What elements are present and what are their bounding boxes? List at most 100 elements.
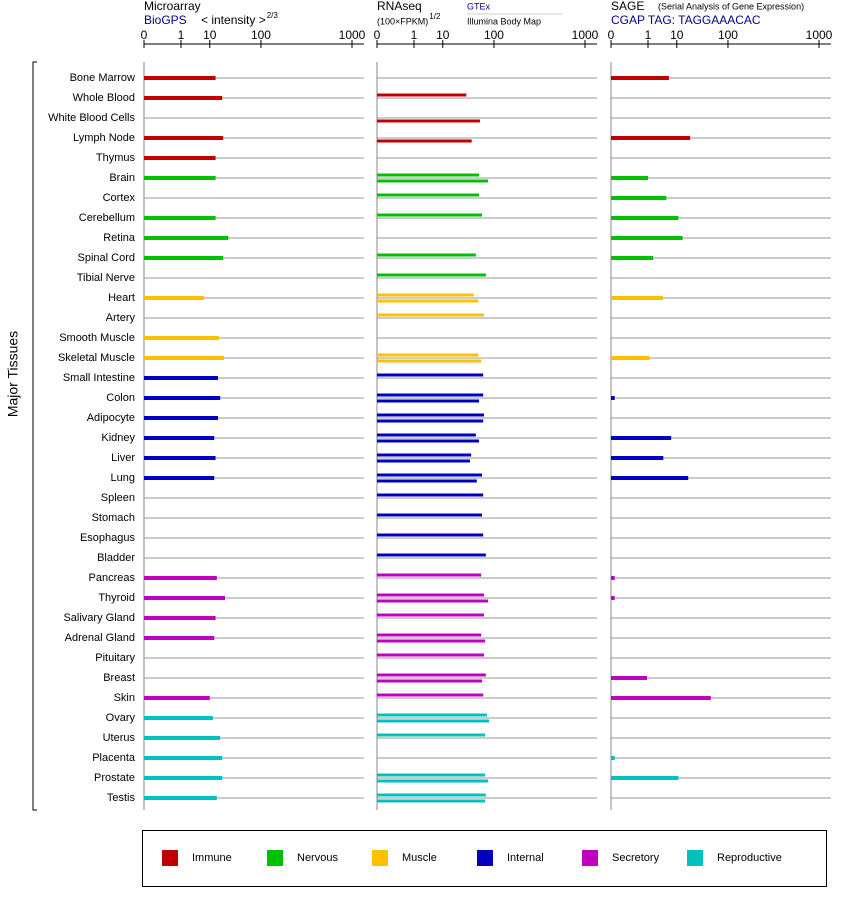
tissue-label: Pancreas	[89, 572, 136, 584]
bar	[144, 636, 215, 640]
x-tick-label: 0	[608, 28, 615, 42]
bar	[144, 76, 216, 80]
x-tick-label: 100	[484, 28, 504, 42]
bar	[144, 356, 225, 360]
bar	[377, 693, 484, 697]
bar	[377, 679, 483, 683]
bar	[144, 776, 223, 780]
bar	[377, 273, 486, 277]
bar	[144, 376, 218, 380]
x-tick-label: 0	[374, 28, 381, 42]
bar	[144, 296, 205, 300]
tissue-label: Spinal Cord	[78, 252, 135, 264]
tissue-label: Bladder	[97, 552, 135, 564]
x-tick-label: 100	[251, 28, 271, 42]
bar	[377, 419, 484, 423]
tissue-label: Retina	[103, 232, 136, 244]
bar	[377, 373, 484, 377]
bar	[377, 793, 486, 797]
bar	[611, 756, 615, 760]
series-name: GTEx	[467, 1, 491, 11]
bar	[377, 719, 489, 723]
bar	[377, 179, 488, 183]
panel-title: SAGE	[611, 0, 644, 13]
bar	[144, 436, 215, 440]
bracket	[32, 61, 37, 811]
bar	[611, 176, 648, 180]
bar	[377, 473, 483, 477]
bar	[377, 573, 482, 577]
bar	[611, 136, 691, 140]
bar	[377, 459, 471, 463]
tissue-label: Bone Marrow	[70, 72, 135, 84]
bar	[144, 576, 217, 580]
tissue-label: Spleen	[101, 492, 135, 504]
legend-swatch	[687, 850, 703, 866]
x-tick-label: 10	[670, 28, 684, 42]
bar	[144, 456, 216, 460]
legend-label: Secretory	[612, 852, 660, 864]
x-tick-label: 1	[411, 28, 418, 42]
tissue-label: Esophagus	[80, 532, 136, 544]
bar	[144, 796, 217, 800]
bar	[377, 93, 467, 97]
bar	[377, 479, 477, 483]
tissue-label: Artery	[106, 312, 136, 324]
x-axis-label: (100×FPKM)	[377, 16, 428, 26]
tissue-label: Liver	[111, 452, 135, 464]
tissue-label: Uterus	[103, 732, 136, 744]
x-tick-label: 10	[436, 28, 450, 42]
bar	[377, 779, 488, 783]
tissue-label: Brain	[109, 172, 135, 184]
bar	[611, 356, 650, 360]
x-axis-exponent: 2/3	[267, 11, 279, 20]
tissue-label: Thymus	[96, 152, 136, 164]
bar	[377, 299, 479, 303]
bar	[611, 236, 683, 240]
bar	[144, 396, 221, 400]
bar	[611, 456, 664, 460]
legend-box	[142, 830, 827, 887]
legend-swatch	[582, 850, 598, 866]
bar	[611, 436, 672, 440]
bar	[377, 313, 484, 317]
bar	[377, 613, 484, 617]
y-axis-label: Major Tissues	[5, 331, 21, 417]
tissue-label: Adipocyte	[87, 412, 135, 424]
tissue-label: Ovary	[106, 712, 136, 724]
bar	[377, 493, 484, 497]
x-tick-label: 1000	[339, 28, 366, 42]
tissue-label: Lung	[111, 472, 135, 484]
x-tick-label: 1000	[572, 28, 599, 42]
tissue-label: Skin	[114, 692, 135, 704]
tissue-label: Kidney	[101, 432, 135, 444]
bar	[377, 799, 486, 803]
x-axis-exponent: 1/2	[429, 12, 441, 21]
bar	[377, 193, 480, 197]
bar	[144, 96, 223, 100]
tissue-label: Salivary Gland	[63, 612, 135, 624]
bar	[144, 736, 221, 740]
legend-label: Internal	[507, 852, 544, 864]
bar	[377, 653, 484, 657]
bar	[611, 476, 689, 480]
tissue-label: Tibial Nerve	[77, 272, 135, 284]
bar	[144, 596, 226, 600]
bar	[144, 476, 215, 480]
bar	[611, 256, 654, 260]
bar	[611, 396, 615, 400]
bar	[144, 416, 218, 420]
panel-title: RNAseq	[377, 0, 422, 13]
bar	[611, 576, 615, 580]
tissue-label: Heart	[108, 292, 135, 304]
bar	[377, 119, 480, 123]
bar	[144, 176, 216, 180]
x-tick-label: 1	[645, 28, 652, 42]
tissue-label: Whole Blood	[73, 92, 135, 104]
bar	[611, 596, 615, 600]
bar	[377, 593, 484, 597]
tissue-label: White Blood Cells	[48, 112, 135, 124]
legend-swatch	[162, 850, 178, 866]
bar	[377, 433, 476, 437]
bar	[144, 696, 210, 700]
